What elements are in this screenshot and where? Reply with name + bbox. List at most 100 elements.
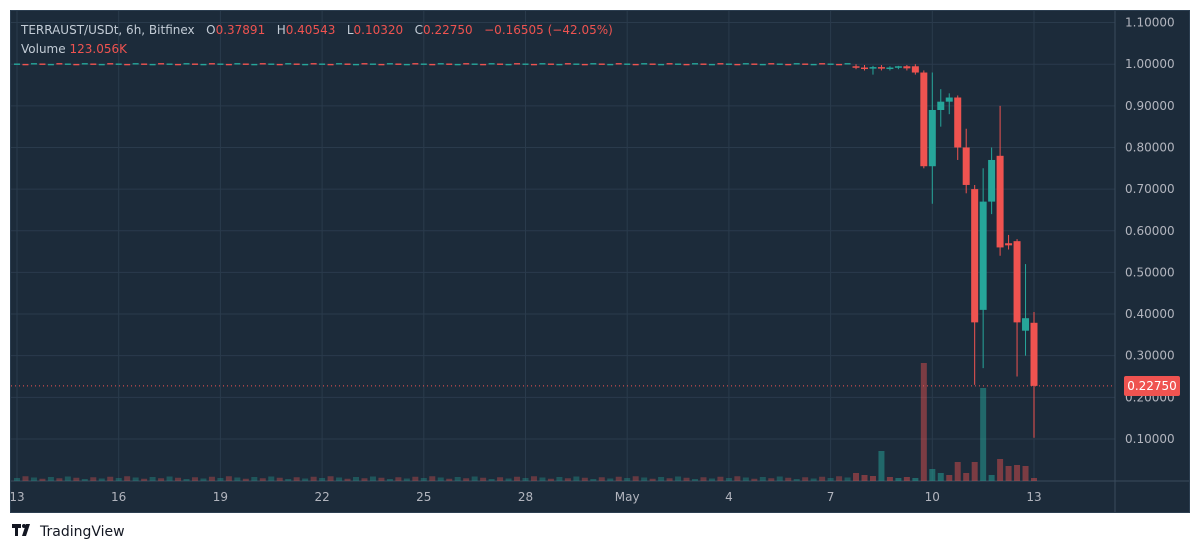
volume-bar [22, 476, 29, 481]
candle-body [979, 201, 987, 310]
volume-bar [463, 478, 470, 481]
time-tick-label: 19 [213, 490, 228, 504]
volume-bar [539, 477, 546, 481]
price-tick-label: 0.50000 [1125, 265, 1175, 279]
volume-bar [725, 478, 732, 481]
volume-bar [361, 478, 368, 481]
volume-bar [30, 477, 37, 481]
time-tick-label: 13 [1026, 490, 1041, 504]
volume-bar [641, 477, 648, 481]
volume-bar [310, 476, 317, 481]
volume-bar [344, 478, 351, 481]
volume-bar [412, 476, 419, 481]
last-price-badge: 0.22750 [1124, 375, 1180, 396]
price-tick-label: 1.00000 [1125, 57, 1175, 71]
volume-bar [217, 478, 224, 481]
volume-bar [268, 476, 275, 481]
volume-bar [980, 388, 987, 481]
volume-bar [285, 479, 292, 481]
volume-bar [624, 478, 631, 481]
volume-bar [581, 477, 588, 481]
candle-body [1005, 243, 1013, 246]
volume-bar [386, 479, 393, 481]
volume-bar [556, 477, 563, 481]
time-tick-label: 7 [827, 490, 835, 504]
volume-bar [895, 478, 902, 481]
volume-bar [446, 478, 453, 481]
volume-bar [590, 479, 597, 481]
volume-bar [488, 479, 495, 481]
symbol-label: TERRAUST/USDt, 6h, Bitfinex [21, 23, 195, 37]
candle-body [954, 97, 962, 148]
high-label: H [276, 23, 286, 37]
volume-bar [598, 477, 605, 481]
volume-bar [836, 476, 843, 481]
volume-bar [115, 478, 122, 481]
volume-bar [988, 475, 995, 481]
time-tick-label: May [615, 490, 640, 504]
volume-bar [522, 478, 529, 481]
volume-value: 123.056K [69, 42, 127, 56]
candle-body [1030, 322, 1038, 386]
open-label: O [206, 23, 216, 37]
volume-bar [124, 476, 131, 481]
volume-bar [844, 477, 851, 481]
volume-bar [39, 478, 46, 481]
volume-bar [971, 462, 978, 481]
volume-bar [708, 478, 715, 481]
candle-body [971, 189, 979, 323]
candle-body [852, 66, 860, 68]
time-tick-label: 25 [416, 490, 431, 504]
volume-label: Volume [21, 42, 66, 56]
volume-bar [937, 473, 944, 481]
volume-bar [132, 477, 139, 481]
price-tick-label: 0.40000 [1125, 307, 1175, 321]
volume-bar [293, 477, 300, 481]
volume-bar [395, 477, 402, 481]
chart-pane[interactable]: 1.10000 1.00000 0.90000 0.80000 0.70000 0.600… [10, 10, 1190, 513]
volume-bar [853, 473, 860, 481]
volume-bar [954, 462, 961, 481]
candle-body [869, 67, 877, 69]
volume-bar [319, 478, 326, 481]
volume-bar [912, 478, 919, 481]
volume-bar [819, 476, 826, 481]
volume-bar [234, 477, 241, 481]
volume-bar [878, 451, 885, 481]
time-tick-label: 16 [111, 490, 126, 504]
price-chart[interactable]: 1.10000 1.00000 0.90000 0.80000 0.70000 0.600… [11, 11, 1189, 512]
volume-bar [191, 477, 198, 481]
volume-bar [437, 477, 444, 481]
volume-bar [242, 478, 249, 481]
volume-bar [149, 477, 156, 481]
volume-bar [607, 478, 614, 481]
volume-bar [141, 478, 148, 481]
volume-bar [861, 475, 868, 481]
volume-bar [692, 479, 698, 481]
volume-bar [903, 477, 910, 481]
volume-bar [225, 476, 232, 481]
candle-body [962, 147, 970, 185]
price-tick-label: 0.80000 [1125, 140, 1175, 154]
tradingview-logo-icon [12, 524, 34, 540]
volume-bar [166, 476, 173, 481]
volume-bar [429, 476, 436, 481]
time-tick-label: 13 [11, 490, 25, 504]
volume-bar [497, 477, 504, 481]
candle-body [920, 72, 928, 167]
volume-bar [420, 478, 427, 481]
volume-bar [700, 477, 707, 481]
change-value: −0.16505 (−42.05%) [484, 23, 613, 37]
candle-body [988, 159, 996, 202]
candle-body [996, 155, 1004, 248]
tradingview-brand[interactable]: TradingView [12, 524, 125, 540]
volume-bar [963, 473, 970, 481]
volume-bar [751, 478, 758, 481]
candle-body [945, 97, 953, 102]
volume-bar [1031, 478, 1037, 481]
volume-bar [573, 476, 580, 481]
open-value: 0.37891 [215, 23, 266, 37]
volume-bar [827, 478, 834, 481]
volume-bar [336, 477, 343, 481]
volume-bar [369, 476, 376, 481]
